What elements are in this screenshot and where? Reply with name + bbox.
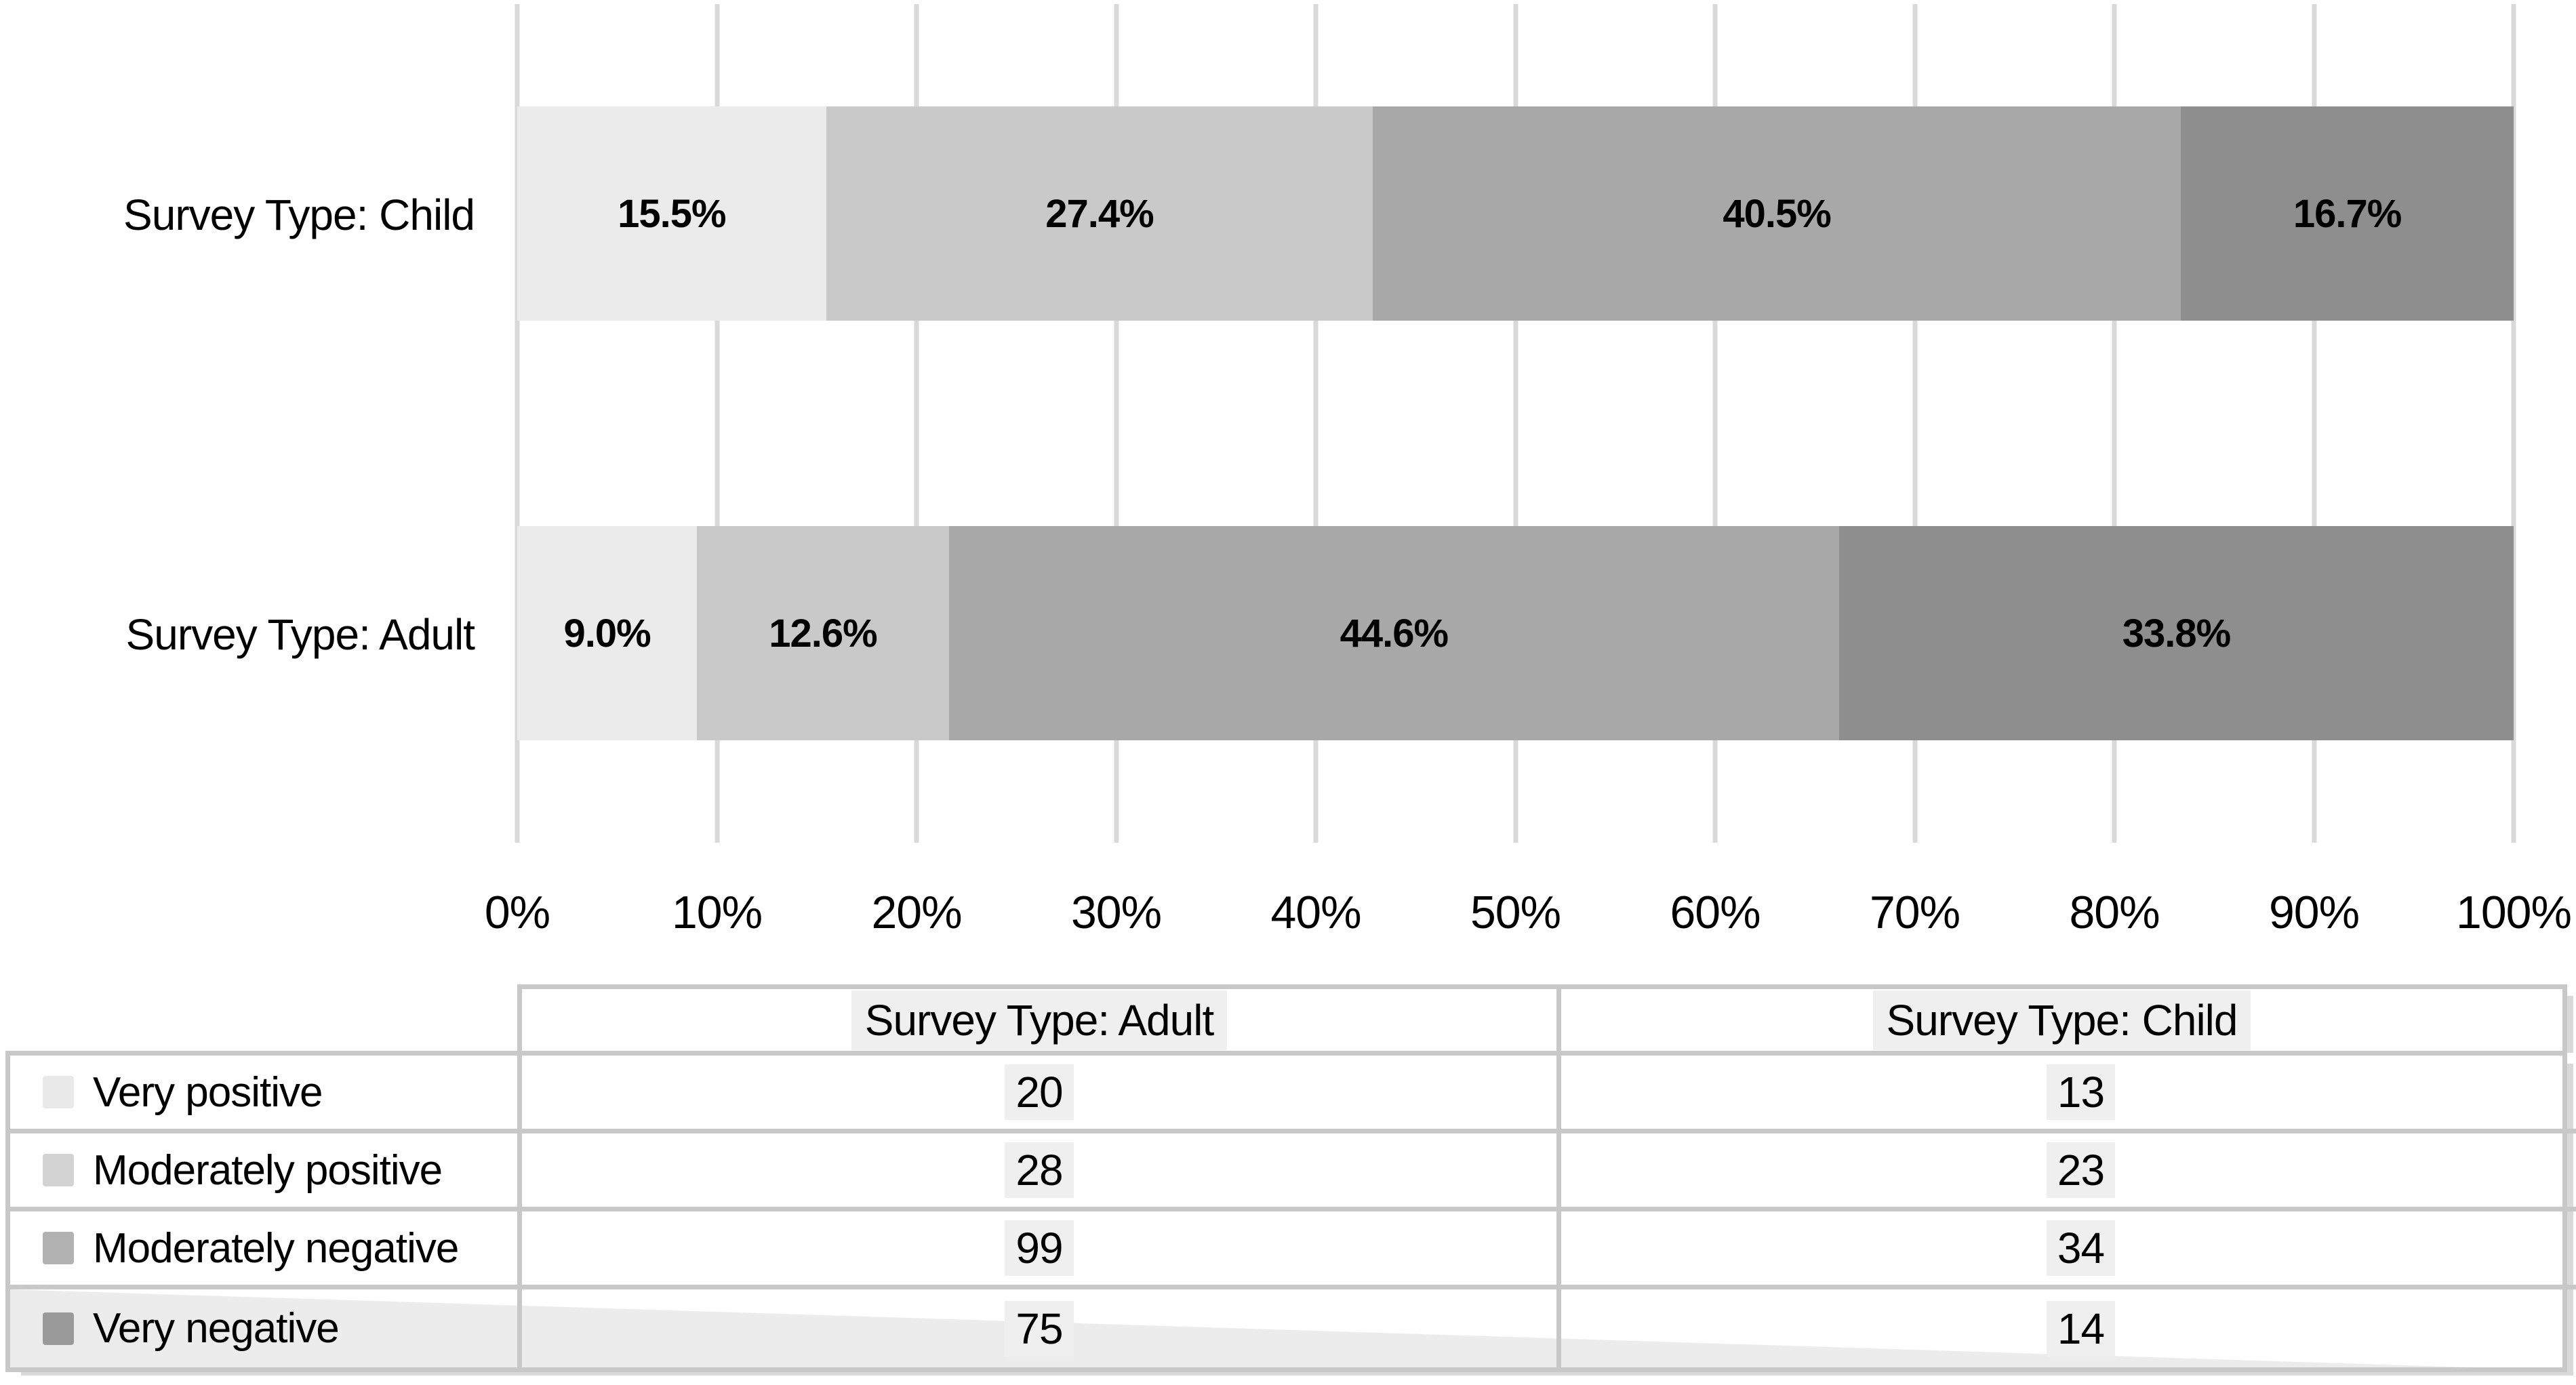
value-adult: 99	[1005, 1220, 1074, 1276]
x-tick-50: 50%	[1470, 887, 1561, 938]
segment-value-label: 40.5%	[1723, 191, 1831, 236]
plot-area: 15.5% 27.4% 40.5% 16.7% 9.0% 12.6% 44.6%	[515, 4, 2516, 843]
value-cell-adult: 28	[522, 1133, 1561, 1207]
segment-value-label: 9.0%	[563, 611, 651, 656]
segment-value-label: 27.4%	[1045, 191, 1154, 236]
segment-value-label: 44.6%	[1340, 611, 1449, 656]
table-row-moderately-negative: Moderately negative 99 34	[10, 1211, 2576, 1289]
data-table: Very positive 20 13 Moderately positive …	[5, 1051, 2576, 1372]
legend-label: Moderately positive	[93, 1146, 443, 1194]
segment-value-label: 15.5%	[618, 191, 726, 236]
category-label-child: Survey Type: Child	[123, 190, 475, 239]
table-row-very-negative: Very negative 75 14	[10, 1289, 2576, 1367]
x-tick-20: 20%	[871, 887, 962, 938]
x-tick-0: 0%	[484, 887, 550, 938]
gridline-70pct	[1912, 4, 1917, 843]
gridline-40pct	[1313, 4, 1319, 843]
legend-label: Very positive	[93, 1068, 323, 1116]
table-row-very-positive: Very positive 20 13	[10, 1056, 2576, 1133]
x-tick-80: 80%	[2069, 887, 2160, 938]
value-adult: 20	[1005, 1064, 1074, 1120]
legend-swatch-very-positive-icon	[43, 1076, 74, 1108]
gridline-10pct	[715, 4, 719, 843]
table-header-row: Survey Type: Adult Survey Type: Child	[517, 984, 2567, 1051]
value-child: 23	[2046, 1142, 2116, 1198]
legend-cell-moderately-negative: Moderately negative	[10, 1211, 522, 1285]
legend-label: Very negative	[93, 1305, 340, 1352]
bar-segment-adult-very-negative: 33.8%	[1839, 526, 2514, 740]
segment-value-label: 33.8%	[2122, 611, 2231, 656]
x-tick-30: 30%	[1070, 887, 1162, 938]
value-child: 34	[2046, 1220, 2116, 1276]
value-cell-adult: 75	[522, 1289, 1561, 1367]
bar-segment-child-moderately-positive: 27.4%	[826, 106, 1373, 321]
bar-child: 15.5% 27.4% 40.5% 16.7%	[517, 106, 2514, 321]
legend-cell-very-negative: Very negative	[10, 1289, 522, 1367]
legend-swatch-moderately-negative-icon	[43, 1232, 74, 1264]
segment-value-label: 16.7%	[2293, 191, 2402, 236]
x-tick-90: 90%	[2268, 887, 2360, 938]
category-label-adult: Survey Type: Adult	[125, 610, 475, 659]
gridline-80pct	[2112, 4, 2117, 843]
legend-label: Moderately negative	[93, 1224, 459, 1272]
x-tick-40: 40%	[1270, 887, 1361, 938]
gridline-50pct	[1513, 4, 1518, 843]
x-tick-60: 60%	[1670, 887, 1760, 938]
table-header-cell-adult: Survey Type: Adult	[522, 989, 1561, 1051]
gridline-20pct	[914, 4, 919, 843]
bar-segment-child-very-negative: 16.7%	[2181, 106, 2514, 321]
value-cell-child: 23	[1561, 1133, 2576, 1207]
value-cell-adult: 20	[522, 1056, 1561, 1129]
x-tick-10: 10%	[671, 887, 763, 938]
value-cell-child: 13	[1561, 1056, 2576, 1129]
value-child: 14	[2046, 1300, 2116, 1357]
x-axis: 0% 10% 20% 30% 40% 50% 60% 70% 80% 90% 1…	[485, 883, 2572, 944]
value-adult: 28	[1005, 1142, 1074, 1198]
value-child: 13	[2046, 1064, 2116, 1120]
table-header-adult: Survey Type: Adult	[851, 990, 1228, 1050]
gridline-90pct	[2312, 4, 2316, 843]
gridline-100pct	[2511, 4, 2516, 843]
gridline-30pct	[1114, 4, 1119, 843]
legend-cell-moderately-positive: Moderately positive	[10, 1133, 522, 1207]
value-cell-child: 34	[1561, 1211, 2576, 1285]
x-tick-70: 70%	[1869, 887, 1960, 938]
gridline-0pct	[515, 4, 520, 843]
x-tick-100: 100%	[2456, 887, 2572, 938]
segment-value-label: 12.6%	[769, 611, 877, 656]
table-header-cell-child: Survey Type: Child	[1561, 989, 2562, 1051]
bar-adult: 9.0% 12.6% 44.6% 33.8%	[517, 526, 2514, 740]
legend-cell-very-positive: Very positive	[10, 1056, 522, 1129]
table-row-moderately-positive: Moderately positive 28 23	[10, 1133, 2576, 1211]
value-adult: 75	[1005, 1300, 1074, 1357]
gridline-60pct	[1712, 4, 1718, 843]
bar-segment-adult-moderately-positive: 12.6%	[697, 526, 949, 740]
legend-swatch-moderately-positive-icon	[43, 1154, 74, 1186]
legend-swatch-very-negative-icon	[43, 1312, 74, 1345]
bar-segment-child-very-positive: 15.5%	[517, 106, 826, 321]
bar-segment-adult-very-positive: 9.0%	[517, 526, 698, 740]
bar-segment-adult-moderately-negative: 44.6%	[948, 526, 1840, 740]
bar-segment-child-moderately-negative: 40.5%	[1373, 106, 2181, 321]
table-header-child: Survey Type: Child	[1872, 990, 2251, 1050]
value-cell-adult: 99	[522, 1211, 1561, 1285]
value-cell-child: 14	[1561, 1289, 2576, 1367]
